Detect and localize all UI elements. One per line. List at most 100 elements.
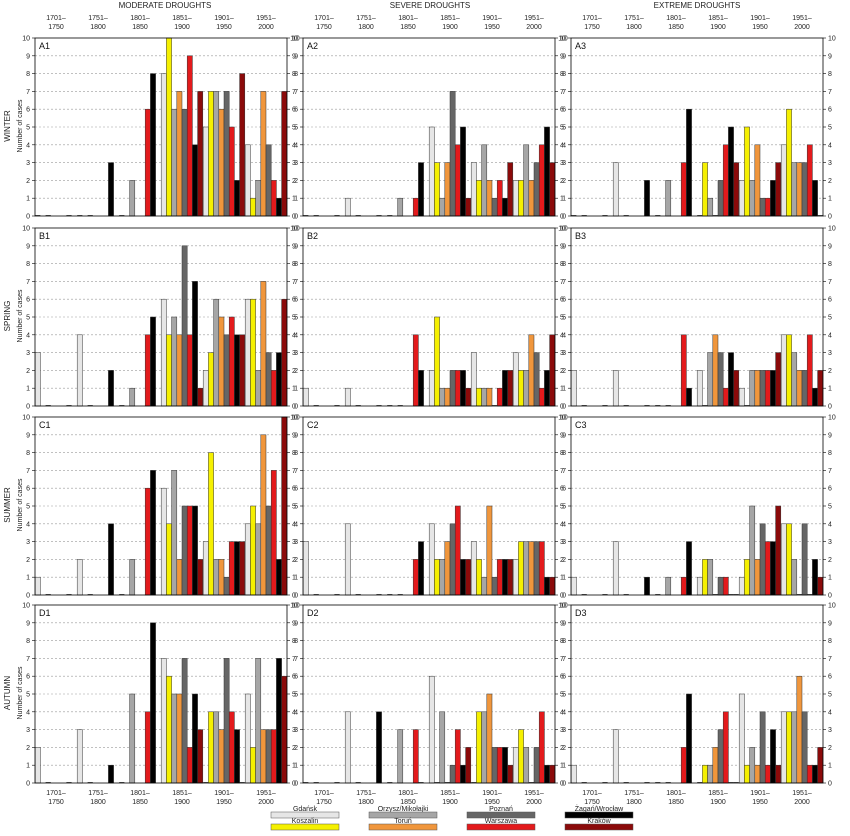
- y-tick-label: 0: [828, 404, 832, 411]
- y-tick-label: 0: [26, 404, 30, 411]
- y-tick-label: 8: [294, 71, 298, 78]
- bar: [486, 387, 493, 407]
- bar: [239, 334, 246, 407]
- y-tick-label: 2: [26, 557, 30, 564]
- bar: [481, 711, 488, 784]
- x-tick-label: 1701–: [46, 790, 66, 797]
- y-tick-label: 0: [26, 214, 30, 221]
- bar: [344, 711, 351, 784]
- legend-label: Poznań: [489, 806, 513, 813]
- y-tick-label: 9: [292, 243, 296, 250]
- bar: [528, 541, 535, 596]
- bar: [166, 675, 172, 784]
- y-tick-label: 8: [292, 638, 296, 645]
- bar: [817, 370, 824, 407]
- bar: [160, 658, 167, 784]
- bar: [707, 764, 714, 784]
- bar: [202, 370, 209, 407]
- x-tick-label: 2000: [258, 799, 274, 806]
- bar: [439, 197, 446, 217]
- y-tick-label: 1: [828, 196, 832, 203]
- bar: [276, 352, 282, 407]
- y-tick-label: 10: [292, 36, 300, 43]
- bar: [775, 505, 782, 596]
- bar: [512, 180, 519, 217]
- y-tick-label: 6: [560, 674, 564, 681]
- y-tick-label: 4: [294, 521, 298, 528]
- bar: [223, 91, 230, 217]
- y-tick-label: 1: [26, 763, 30, 770]
- y-tick-label: 4: [562, 332, 566, 339]
- bar: [144, 711, 151, 784]
- bar: [775, 162, 782, 217]
- panel-d2: 0 0 1 1 2 2 3 3 4 4 5 5 6 6 7 7 8 8 9 9 10 10 D2 1701– 1750 1751–…: [290, 603, 568, 807]
- x-tick-label: 1851–: [172, 790, 192, 797]
- x-tick-label: 1950: [752, 24, 768, 31]
- bar: [270, 470, 277, 596]
- bar: [218, 559, 225, 596]
- bar: [696, 370, 703, 407]
- y-tick-label: 10: [560, 36, 568, 43]
- y-tick-label: 6: [26, 486, 30, 493]
- y-tick-label: 6: [562, 486, 566, 493]
- y-tick-label: 10: [560, 226, 568, 233]
- bar: [476, 559, 482, 596]
- y-tick-label: 2: [828, 745, 832, 752]
- bar: [502, 559, 508, 596]
- y-tick-label: 3: [828, 350, 832, 357]
- y-tick-label: 7: [292, 279, 296, 286]
- bar: [544, 764, 550, 784]
- bar: [538, 711, 545, 784]
- bar: [202, 126, 209, 217]
- y-tick-label: 4: [828, 521, 832, 528]
- bar: [717, 180, 724, 217]
- y-tick-label: 10: [560, 415, 568, 422]
- y-tick-label: 1: [292, 575, 296, 582]
- bar: [150, 622, 156, 784]
- x-tick-label: 1900: [442, 24, 458, 31]
- y-tick-label: 2: [26, 745, 30, 752]
- bar: [544, 370, 550, 407]
- y-tick-label: 7: [294, 279, 298, 286]
- x-tick-label: 1851–: [708, 790, 728, 797]
- y-tick-label: 5: [828, 125, 832, 132]
- y-tick-label: 2: [560, 745, 564, 752]
- bar: [150, 316, 156, 407]
- bar: [181, 505, 188, 596]
- y-tick-label: 1: [294, 196, 298, 203]
- bar: [166, 37, 172, 217]
- bar: [418, 370, 424, 407]
- bar: [722, 711, 729, 784]
- bar: [544, 126, 550, 217]
- x-tick-label: 1951–: [792, 790, 812, 797]
- bar: [181, 658, 188, 784]
- y-tick-label: 5: [26, 315, 30, 322]
- bar: [176, 91, 183, 217]
- y-tick-label: 0: [560, 593, 564, 600]
- bar: [538, 541, 545, 596]
- y-tick-label: 6: [294, 486, 298, 493]
- y-tick-label: 7: [292, 468, 296, 475]
- x-tick-label: 1901–: [750, 790, 770, 797]
- y-tick-label: 0: [292, 214, 296, 221]
- y-tick-label: 9: [562, 432, 566, 439]
- bar: [486, 505, 493, 596]
- bar: [397, 197, 404, 217]
- y-tick-label: 5: [292, 125, 296, 132]
- bar: [250, 747, 256, 784]
- x-tick-label: 1801–: [398, 790, 418, 797]
- x-tick-label: 1701–: [46, 15, 66, 22]
- bar: [108, 764, 114, 784]
- bar: [397, 729, 404, 784]
- bar: [749, 370, 756, 407]
- legend-item: Toruń: [368, 818, 438, 831]
- bar: [276, 658, 282, 784]
- bar: [260, 91, 267, 217]
- bar: [549, 334, 556, 407]
- y-tick-label: 4: [828, 332, 832, 339]
- bar: [733, 370, 740, 407]
- x-tick-label: 2000: [526, 799, 542, 806]
- y-tick-label: 8: [562, 638, 566, 645]
- bar: [449, 91, 456, 217]
- bar: [728, 352, 734, 407]
